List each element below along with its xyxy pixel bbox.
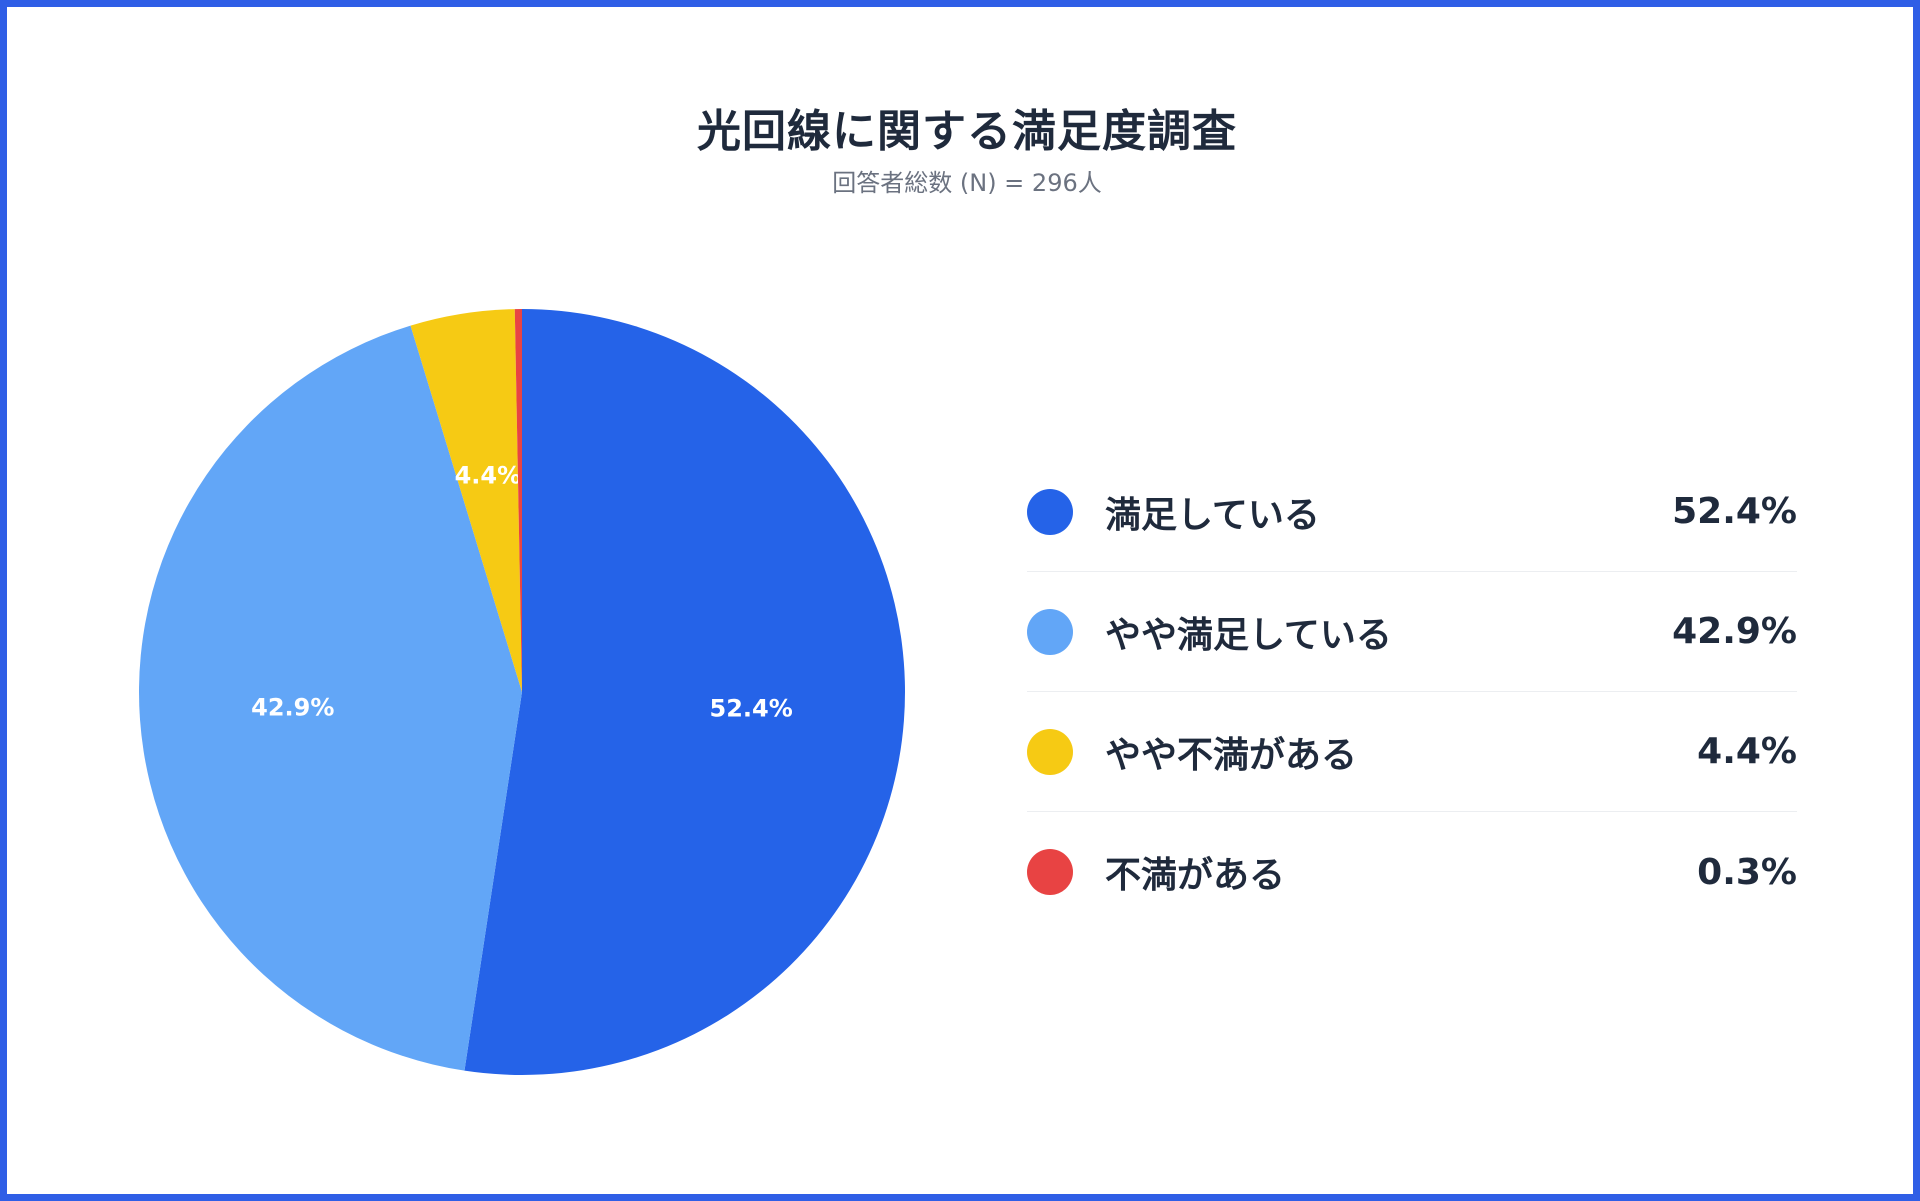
legend-value: 42.9%: [1672, 611, 1797, 652]
legend-value: 0.3%: [1697, 851, 1797, 893]
legend-label: やや満足している: [1105, 614, 1392, 656]
legend-item: やや不満がある 4.4%: [1027, 692, 1797, 812]
chart-subtitle: 回答者総数 (N) = 296人: [832, 169, 1102, 197]
legend-item: 満足している 52.4%: [1027, 452, 1797, 572]
legend-item: 不満がある 0.3%: [1027, 812, 1797, 932]
legend-swatch-icon: [1027, 849, 1073, 895]
legend-label: 満足している: [1105, 494, 1320, 536]
pie-slice-label-2: 42.9%: [251, 694, 334, 722]
legend-swatch-icon: [1027, 488, 1073, 535]
legend-label: 不満がある: [1105, 855, 1286, 896]
pie-slice-label-1: 52.4%: [710, 694, 793, 722]
legend-value: 52.4%: [1672, 491, 1797, 532]
pie-chart: 52.4% 42.9% 4.4%: [138, 309, 906, 1075]
legend: 満足している 52.4% やや満足している 42.9% やや不満がある 4.4% 不満がある…: [1027, 452, 1797, 932]
legend-item: やや満足している 42.9%: [1027, 572, 1797, 692]
legend-value: 4.4%: [1697, 731, 1797, 772]
pie-slice-4: [514, 309, 522, 692]
pie-slice-label-3: 4.4%: [455, 461, 522, 489]
legend-label: やや不満がある: [1105, 734, 1358, 776]
legend-swatch-icon: [1027, 728, 1073, 775]
chart-title: 光回線に関する満足度調査: [697, 106, 1237, 157]
pie-slice-1: [464, 309, 906, 1075]
pie-slice-2: [138, 325, 522, 1071]
legend-swatch-icon: [1027, 608, 1073, 655]
pie-slice-3: [410, 309, 522, 692]
